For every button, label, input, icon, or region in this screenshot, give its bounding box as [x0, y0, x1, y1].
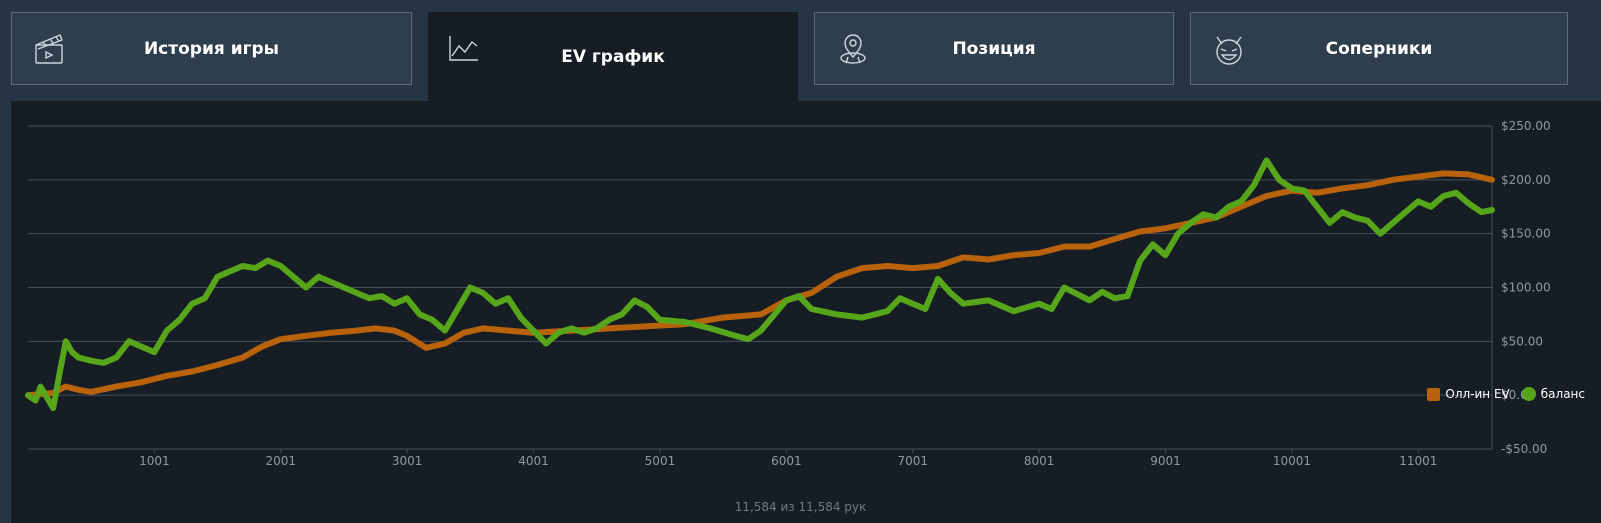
- y-tick-label: $150.00: [1501, 227, 1551, 241]
- cat-face-icon: [1213, 33, 1245, 67]
- x-tick-label: 4001: [518, 454, 549, 468]
- x-tick-label: 5001: [645, 454, 676, 468]
- x-tick-label: 8001: [1024, 454, 1055, 468]
- y-tick-label: -$50.00: [1501, 442, 1547, 456]
- ev-swatch: [1427, 387, 1441, 401]
- location-pin-icon: [837, 33, 869, 67]
- x-tick-label: 3001: [392, 454, 423, 468]
- tab-label: Позиция: [952, 38, 1036, 59]
- line-chart-icon: [448, 34, 480, 68]
- tab-opponents[interactable]: Соперники: [1190, 12, 1568, 85]
- legend-balance-label: баланс: [1540, 387, 1585, 401]
- x-tick-label: 7001: [897, 454, 928, 468]
- y-tick-label: $200.00: [1501, 173, 1551, 187]
- x-tick-label: 11001: [1399, 454, 1437, 468]
- legend-item-balance[interactable]: баланс: [1521, 387, 1585, 401]
- chart-panel: -$50.00 $0.00 $50.00 $100.00 $150.00 $200.00 $…: [11, 101, 1601, 523]
- x-tick-label: 9001: [1150, 454, 1181, 468]
- x-tick-label: 1001: [139, 454, 170, 468]
- hands-count: 11,584 из 11,584 рук: [734, 500, 867, 514]
- tab-label: EV график: [561, 47, 665, 67]
- x-tick-label: 10001: [1273, 454, 1311, 468]
- tab-position[interactable]: Позиция: [814, 12, 1174, 85]
- x-tick-label: 6001: [771, 454, 802, 468]
- balance-swatch: [1521, 387, 1536, 401]
- x-tick-label: 2001: [266, 454, 297, 468]
- tab-label: Соперники: [1325, 38, 1433, 59]
- legend-item-ev[interactable]: Олл-ин EV: [1427, 387, 1510, 401]
- y-tick-label: $100.00: [1501, 281, 1551, 295]
- tab-ev-chart[interactable]: EV график: [428, 12, 798, 102]
- balance-series-line: [25, 157, 1495, 412]
- y-tick-label: $250.00: [1501, 119, 1551, 133]
- y-tick-label: $50.00: [1501, 334, 1543, 348]
- legend-ev-label: Олл-ин EV: [1445, 387, 1510, 401]
- tab-label: История игры: [143, 38, 280, 59]
- ev-chart: -$50.00$0.00$50.00$100.00$150.00$200.00$…: [25, 119, 1551, 468]
- chart-legend: Олл-ин EV баланс: [1421, 387, 1585, 401]
- clapperboard-icon: [34, 33, 66, 67]
- tab-game-history[interactable]: История игры: [11, 12, 412, 85]
- ev-series-line: [25, 170, 1495, 399]
